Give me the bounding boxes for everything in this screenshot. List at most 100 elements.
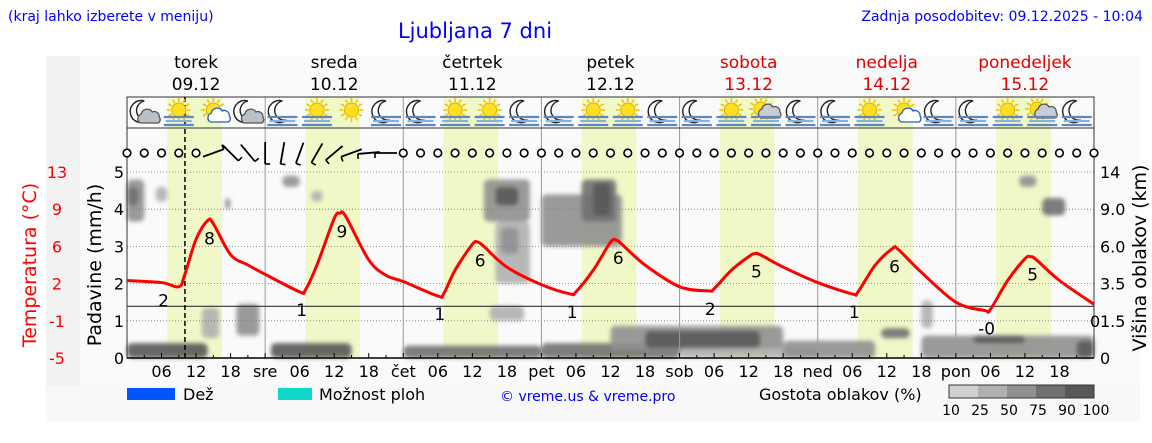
sun-ray bbox=[616, 103, 622, 107]
temperature-line bbox=[126, 210, 1095, 314]
cloud-fog-icon bbox=[1025, 97, 1058, 127]
sun-ray bbox=[358, 103, 363, 107]
sun-ray bbox=[876, 103, 881, 107]
sun-ray bbox=[996, 113, 1002, 117]
legend-rain-swatch bbox=[127, 388, 175, 400]
moon-fog-icon bbox=[681, 99, 712, 127]
temperature-extreme-label: 1 bbox=[296, 301, 307, 321]
cloud-axis-label: Višina oblakov (km) bbox=[1129, 165, 1151, 352]
moon-fog-icon bbox=[405, 99, 436, 127]
calm-wind-icon bbox=[519, 148, 529, 158]
x-tick-label: pet bbox=[528, 362, 554, 381]
x-tick-label: 12 bbox=[1015, 362, 1035, 381]
wind-barb-icon bbox=[202, 144, 225, 158]
daylight-band bbox=[443, 97, 499, 358]
calm-wind-icon bbox=[415, 148, 426, 158]
precip-tick-label: 4 bbox=[114, 200, 124, 219]
legend-showers-swatch bbox=[278, 388, 312, 400]
sun-fog-icon bbox=[716, 98, 747, 127]
sun-ray bbox=[737, 103, 743, 107]
sun-ray bbox=[168, 103, 173, 107]
wind-barb-feather bbox=[325, 159, 330, 165]
density-swatch bbox=[1036, 385, 1065, 398]
moon-fog-icon bbox=[1061, 99, 1092, 127]
calm-wind-icon bbox=[122, 148, 132, 158]
sun-ray bbox=[996, 103, 1002, 107]
cloud-patch bbox=[236, 304, 260, 336]
sun-ray bbox=[1014, 113, 1019, 117]
daylight-bands bbox=[167, 97, 1051, 358]
legend-density-label: Gostota oblakov (%) bbox=[759, 385, 922, 404]
x-tick-label: 18 bbox=[359, 362, 379, 381]
calm-wind-icon bbox=[640, 148, 650, 158]
sun-ray bbox=[1010, 99, 1015, 104]
sun-fog-icon bbox=[163, 98, 194, 127]
sun-ray bbox=[306, 113, 311, 117]
moon-fog-icon bbox=[785, 99, 816, 127]
x-tick-label: 06 bbox=[980, 362, 1000, 381]
density-level-label: 25 bbox=[971, 403, 989, 419]
cloud-patch bbox=[1042, 198, 1066, 216]
density-level-label: 90 bbox=[1058, 403, 1076, 419]
wind-barb-icon bbox=[222, 144, 243, 162]
precip-tick-label: 2 bbox=[114, 275, 124, 294]
x-tick-label: pon bbox=[941, 362, 971, 381]
sun-fog-icon bbox=[440, 98, 471, 127]
sun-ray bbox=[893, 113, 898, 117]
day-name: četrtek bbox=[442, 53, 503, 73]
x-tick-label: 06 bbox=[842, 362, 862, 381]
calm-wind-icon bbox=[174, 148, 184, 158]
sun-ray bbox=[323, 113, 328, 117]
calm-wind-icon bbox=[933, 148, 944, 158]
calm-wind-icon bbox=[191, 148, 201, 158]
moon-fog-icon bbox=[509, 99, 540, 127]
sun-ray bbox=[492, 99, 497, 104]
sun-fog-icon bbox=[612, 98, 643, 127]
sun-ray bbox=[340, 103, 345, 107]
sun-ray bbox=[621, 99, 625, 104]
calm-wind-icon bbox=[778, 148, 788, 158]
wind-barb-icon bbox=[340, 148, 363, 162]
region-hint[interactable]: (kraj lahko izberete v meniju) bbox=[8, 9, 214, 25]
cloud-tick-label: 1.5 bbox=[1100, 312, 1125, 331]
density-level-label: 50 bbox=[1000, 403, 1018, 419]
calm-wind-icon bbox=[536, 148, 547, 158]
cloud-patch bbox=[1019, 175, 1037, 187]
sun-ray bbox=[1026, 112, 1031, 116]
sun-ray bbox=[482, 99, 487, 104]
day-date: 11.12 bbox=[448, 75, 497, 95]
temperature-extreme-label: 2 bbox=[705, 300, 716, 320]
sun-ray bbox=[634, 113, 639, 117]
sun-cloud-icon bbox=[201, 98, 231, 123]
x-tick-label: 06 bbox=[151, 362, 171, 381]
calm-wind-icon bbox=[1089, 148, 1099, 158]
sun-ray bbox=[168, 113, 173, 117]
calm-wind-icon bbox=[916, 148, 926, 158]
day-name: petek bbox=[586, 53, 634, 73]
day-date: 10.12 bbox=[310, 75, 359, 95]
sun-ray bbox=[344, 116, 349, 121]
copyright-link[interactable]: © vreme.us & vreme.pro bbox=[500, 389, 675, 405]
cloud-icon bbox=[757, 103, 782, 119]
sun-ray bbox=[893, 103, 898, 107]
cloud-patch bbox=[127, 186, 139, 206]
wind-barb-feather bbox=[221, 144, 225, 150]
cloud-patch bbox=[155, 186, 168, 202]
cloud-icon bbox=[898, 107, 922, 123]
sun-ray bbox=[720, 113, 725, 117]
sun-ray bbox=[496, 103, 501, 107]
sun-ray bbox=[876, 113, 881, 117]
x-tick-label: 12 bbox=[324, 362, 344, 381]
sun-ray bbox=[320, 99, 324, 104]
temperature-extreme-label: 8 bbox=[204, 230, 215, 250]
cloud-patch bbox=[224, 198, 231, 210]
calm-wind-icon bbox=[968, 148, 978, 158]
day-name: ponedeljek bbox=[978, 53, 1072, 73]
density-swatch bbox=[1065, 385, 1094, 398]
cloud-extra-tick: 0 bbox=[1090, 312, 1100, 331]
weather-icons bbox=[129, 97, 1092, 127]
sun-fog-icon bbox=[301, 98, 332, 127]
sun-ray bbox=[616, 113, 622, 117]
cloud-tick-label: 0 bbox=[1100, 349, 1110, 368]
